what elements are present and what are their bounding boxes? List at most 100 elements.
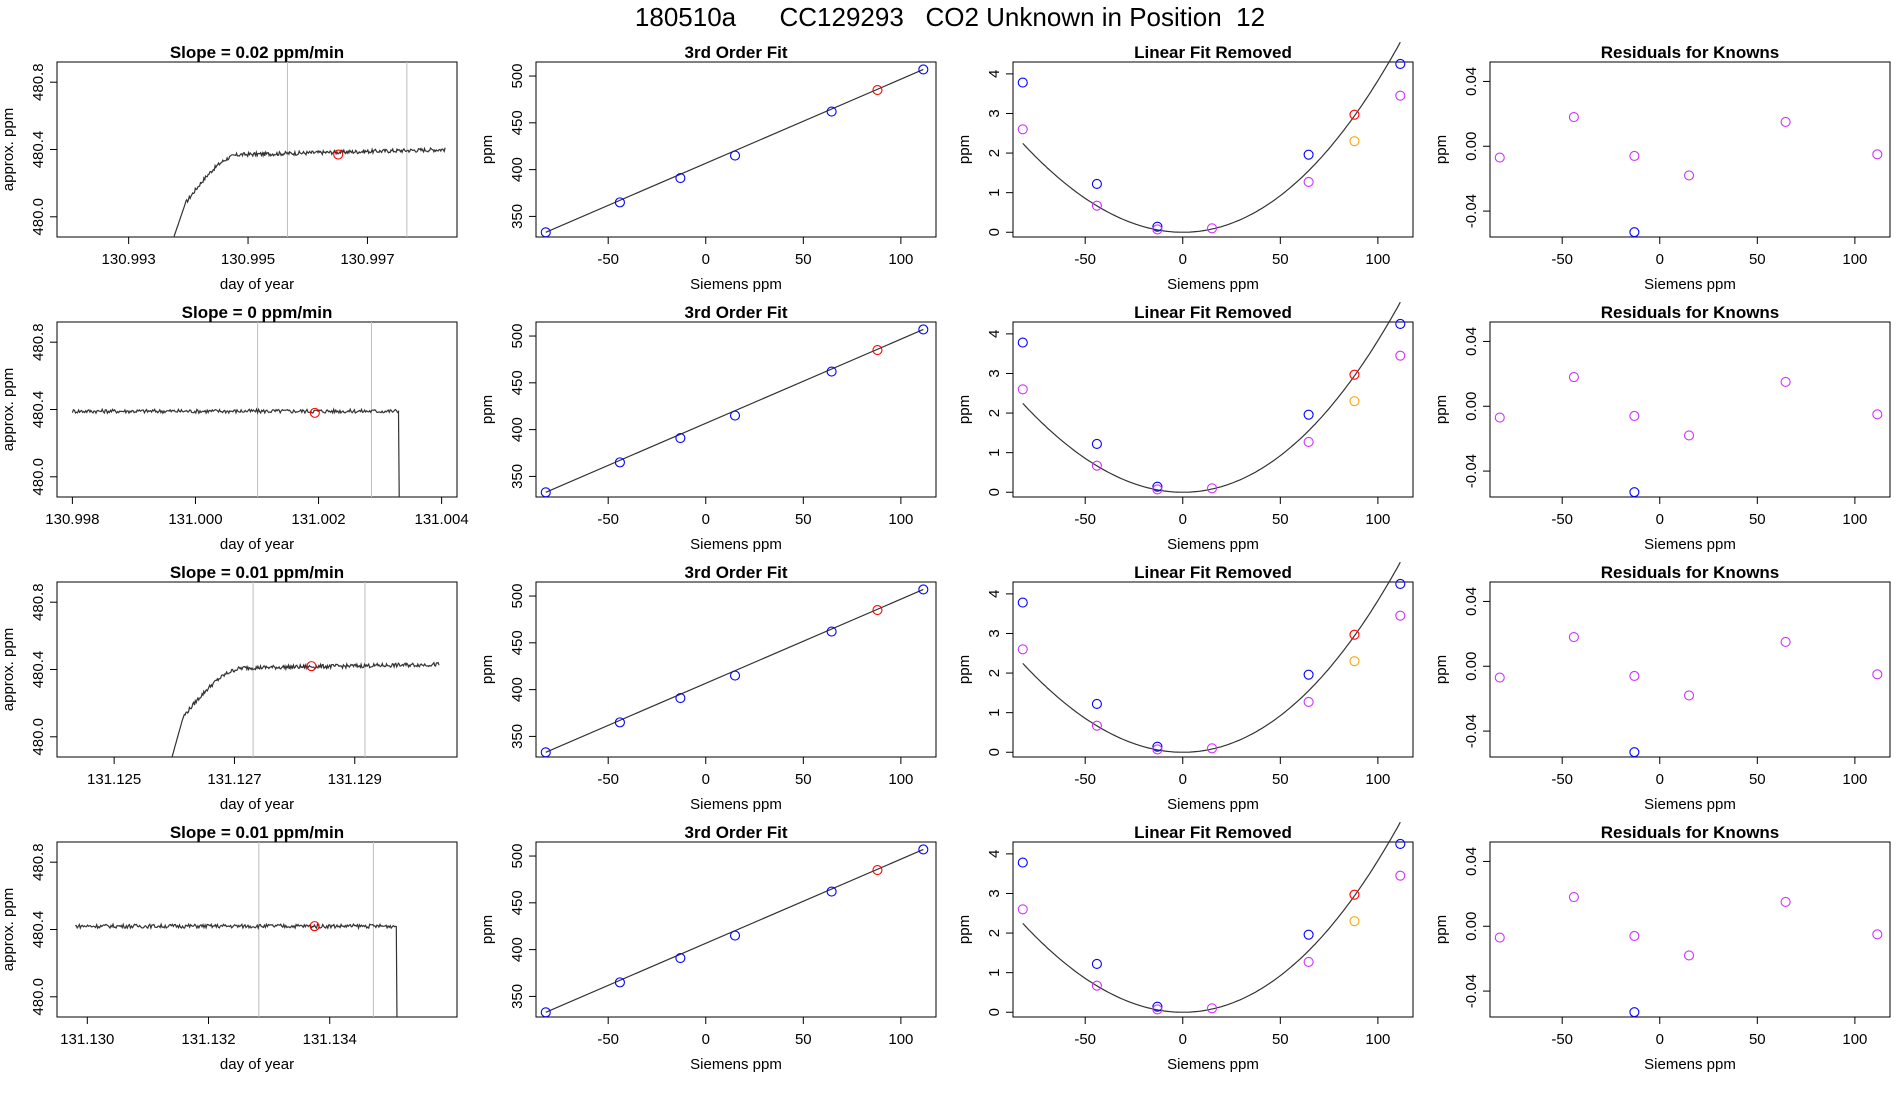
y-tick-label: 400 — [509, 677, 526, 702]
y-tick-label: 480.4 — [30, 911, 47, 949]
y-tick-label: 500 — [509, 584, 526, 609]
x-tick-label: 100 — [888, 511, 913, 528]
mean-point — [333, 149, 344, 160]
data-point — [1395, 58, 1406, 70]
y-axis-label: ppm — [479, 655, 496, 684]
mean-point — [309, 921, 320, 932]
y-tick-label: 350 — [509, 204, 526, 229]
data-point — [540, 227, 551, 238]
data-point — [918, 584, 929, 595]
page-title: 180510a CC129293 CO2 Unknown in Position… — [634, 2, 1266, 32]
x-tick-label: -50 — [1074, 511, 1096, 528]
y-tick-label: 400 — [509, 937, 526, 962]
x-tick-label: 0 — [1656, 771, 1664, 788]
y-tick-label: 480.4 — [30, 651, 47, 689]
y-tick-label: 480.8 — [30, 63, 47, 101]
panel-title: Slope = 0 ppm/min — [182, 303, 333, 322]
data-point — [918, 64, 929, 75]
y-tick-label: 350 — [509, 464, 526, 489]
panel-title: Linear Fit Removed — [1134, 563, 1292, 582]
x-tick-label: -50 — [1074, 1031, 1096, 1048]
y-tick-label: 0.04 — [1463, 587, 1480, 616]
panel-title: 3rd Order Fit — [685, 823, 788, 842]
data-point — [1017, 77, 1028, 88]
panel-title: Linear Fit Removed — [1134, 43, 1292, 62]
data-point — [1349, 396, 1360, 407]
data-point — [918, 324, 929, 335]
y-tick-label: 3 — [986, 889, 1003, 897]
y-tick-label: 0.00 — [1463, 912, 1480, 941]
panel-title: 3rd Order Fit — [685, 563, 788, 582]
y-tick-label: 450 — [509, 110, 526, 135]
x-axis-label: day of year — [220, 276, 294, 293]
data-point — [1091, 178, 1102, 189]
x-tick-label: 131.127 — [207, 771, 261, 788]
y-tick-label: 500 — [509, 64, 526, 89]
x-tick-label: 130.998 — [45, 511, 99, 528]
data-point — [1017, 337, 1028, 348]
x-tick-label: 131.130 — [60, 1031, 114, 1048]
data-point — [675, 692, 686, 704]
data-point — [1206, 743, 1218, 754]
x-tick-label: 0 — [1656, 251, 1664, 268]
panel-title: Slope = 0.01 ppm/min — [170, 563, 344, 582]
panel-title: Slope = 0.02 ppm/min — [170, 43, 344, 62]
x-axis-label: Siemens ppm — [690, 796, 782, 813]
data-point — [1395, 318, 1406, 330]
y-tick-label: 400 — [509, 157, 526, 182]
x-axis-label: Siemens ppm — [690, 276, 782, 293]
y-tick-label: 1 — [986, 708, 1003, 716]
y-tick-label: -0.04 — [1463, 454, 1480, 488]
x-tick-label: -50 — [1551, 511, 1573, 528]
y-tick-label: 0 — [986, 488, 1003, 496]
panel-title: Residuals for Knowns — [1601, 43, 1780, 62]
panel-title: Residuals for Knowns — [1601, 823, 1780, 842]
panel-title: 3rd Order Fit — [685, 43, 788, 62]
residual-point — [1494, 932, 1505, 943]
data-point — [1152, 741, 1163, 752]
x-tick-label: 50 — [795, 511, 812, 528]
panel-title: Linear Fit Removed — [1134, 823, 1292, 842]
y-axis-label: ppm — [1433, 395, 1450, 424]
residual-point — [1629, 150, 1640, 162]
y-tick-label: 500 — [509, 324, 526, 349]
trace-line — [75, 922, 398, 1017]
x-tick-label: 131.000 — [168, 511, 222, 528]
x-tick-label: 131.132 — [181, 1031, 235, 1048]
y-tick-label: 3 — [986, 629, 1003, 637]
data-point — [1395, 350, 1406, 361]
x-tick-label: 50 — [1272, 771, 1289, 788]
plot-frame — [1489, 581, 1891, 758]
curve-line — [1022, 561, 1401, 753]
plot-frame — [535, 321, 937, 498]
residual-point — [1494, 412, 1505, 423]
trace-line — [71, 407, 400, 497]
data-point — [1349, 136, 1360, 147]
data-point — [918, 844, 929, 855]
data-point — [614, 977, 625, 988]
y-tick-label: -0.04 — [1463, 194, 1480, 228]
data-point — [872, 605, 883, 616]
panel-title: Residuals for Knowns — [1601, 303, 1780, 322]
data-point — [1152, 481, 1163, 492]
x-tick-label: 50 — [795, 771, 812, 788]
x-axis-label: Siemens ppm — [1644, 1056, 1736, 1073]
data-point — [1152, 744, 1163, 755]
y-axis-label: approx. ppm — [0, 108, 17, 191]
y-tick-label: 450 — [509, 370, 526, 395]
data-point — [1091, 460, 1102, 471]
residual-point — [1683, 430, 1695, 441]
data-point — [675, 432, 686, 444]
y-tick-label: 3 — [986, 109, 1003, 117]
x-tick-label: 50 — [1272, 511, 1289, 528]
y-axis-label: ppm — [956, 395, 973, 424]
y-tick-label: 4 — [986, 850, 1003, 858]
data-point — [1017, 384, 1028, 395]
residual-point — [1780, 896, 1791, 908]
residual-point — [1629, 410, 1640, 422]
residual-point — [1780, 116, 1791, 128]
residual-point — [1629, 487, 1640, 498]
y-tick-label: -0.04 — [1463, 974, 1480, 1008]
x-tick-label: -50 — [597, 1031, 619, 1048]
residual-point — [1629, 670, 1640, 682]
